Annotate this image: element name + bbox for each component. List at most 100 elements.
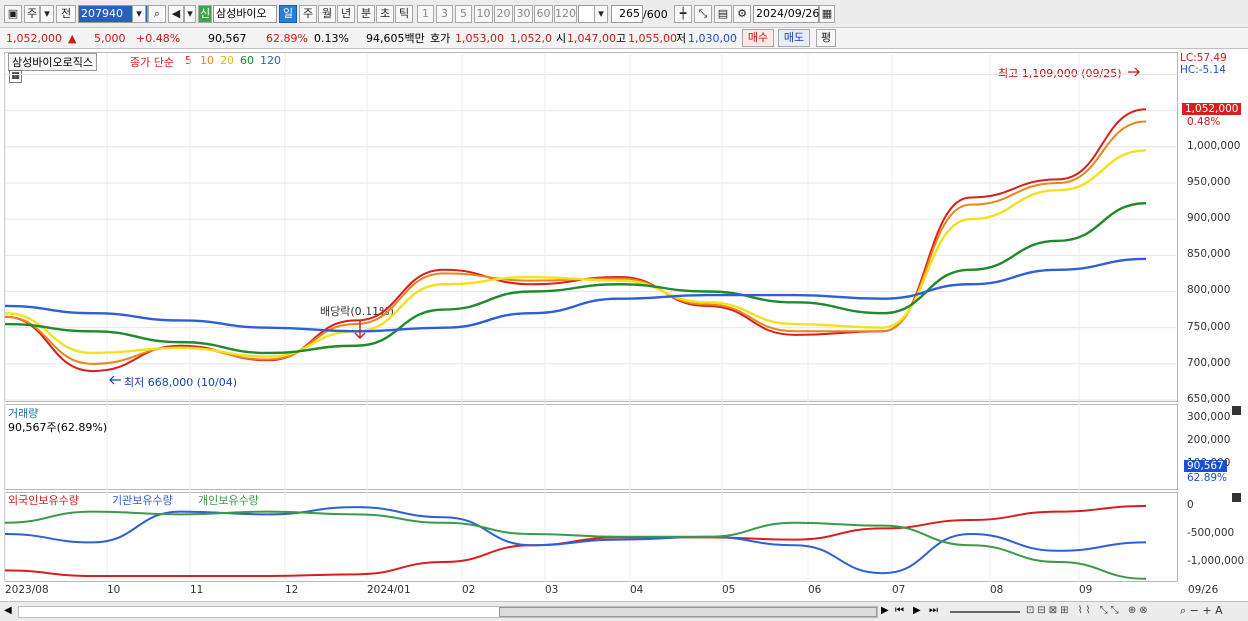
low-annotation: 최저 668,000 (10/04) xyxy=(124,376,238,389)
hoga-label: 호가 xyxy=(430,32,451,45)
institution-holding-legend: 기관보유수량 xyxy=(112,494,173,507)
sell-button[interactable]: 매도 xyxy=(778,29,810,47)
price-tick-label: 900,000 xyxy=(1187,212,1231,225)
high-price: 1,055,00 xyxy=(628,32,677,45)
low-price: 1,030,00 xyxy=(688,32,737,45)
x-tick-label: 10 xyxy=(107,584,121,596)
chevron-down-icon[interactable]: ▾ xyxy=(40,5,54,23)
x-tick-label: 08 xyxy=(990,584,1004,596)
x-tick-label: 11 xyxy=(190,584,204,596)
stock-code-input[interactable]: 207940 xyxy=(78,5,148,23)
up-arrow-icon: ▲ xyxy=(68,32,77,45)
interval-20[interactable]: 20 xyxy=(494,5,513,23)
holding-tick-label: -1,000,000 xyxy=(1187,555,1245,567)
scrollbar-track[interactable] xyxy=(18,606,878,618)
high-annotation: 최고 1,109,000 (09/25) xyxy=(998,67,1122,80)
volume-value: 90,567 xyxy=(208,32,247,45)
x-tick-label: 06 xyxy=(808,584,822,596)
ma-line-120 xyxy=(4,257,1147,333)
tab-monthly[interactable]: 월 xyxy=(318,5,336,23)
first-icon[interactable]: ⏮ xyxy=(895,605,904,616)
chart-type-select[interactable]: 주 xyxy=(24,5,40,23)
price-change-pct: +0.48% xyxy=(136,32,181,45)
candle-icon[interactable]: ┿ xyxy=(674,5,692,23)
grid-table-icon[interactable]: ▦ xyxy=(9,70,22,83)
zoom-slider[interactable] xyxy=(950,611,1020,613)
high-label: 고 xyxy=(616,32,627,45)
interval-5[interactable]: 5 xyxy=(455,5,472,23)
pane-close-icon[interactable] xyxy=(1232,406,1241,415)
drawing-tools-icon[interactable]: ⊡⊟⊠⊞ ⌇⌇ ⤡⤡ ⊕⊗ xyxy=(1026,605,1151,616)
price-tick-label: 850,000 xyxy=(1187,248,1231,261)
volume-last-tag: 90,567 xyxy=(1184,460,1227,472)
ma-legend-60: 60 xyxy=(240,54,254,67)
tab-weekly[interactable]: 주 xyxy=(299,5,317,23)
code-dropdown-icon[interactable]: ▾ xyxy=(132,5,146,23)
new-listing-badge: 신 xyxy=(198,5,212,23)
data-count-total: /600 xyxy=(643,8,668,21)
x-tick-label: 2023/08 xyxy=(5,584,49,596)
speaker-icon[interactable]: ◀ xyxy=(168,5,184,23)
layout-icon[interactable]: ▣ xyxy=(4,5,22,23)
save-icon[interactable]: ▤ xyxy=(714,5,732,23)
x-tick-label: 12 xyxy=(285,584,299,596)
ma-line-20 xyxy=(4,149,1147,358)
volume-pane[interactable] xyxy=(4,404,1178,490)
turnover-ratio: 0.13% xyxy=(314,32,349,45)
interval-30[interactable]: 30 xyxy=(514,5,533,23)
interval-120[interactable]: 120 xyxy=(554,5,577,23)
holding-tick-label: 0 xyxy=(1187,499,1194,511)
tab-yearly[interactable]: 년 xyxy=(337,5,355,23)
prev-button[interactable]: 전 xyxy=(56,5,76,23)
data-count-input[interactable]: 265 xyxy=(611,5,643,23)
interval-10[interactable]: 10 xyxy=(474,5,493,23)
low-arrow-icon xyxy=(109,375,121,385)
date-input[interactable]: 2024/09/26 xyxy=(753,5,819,23)
x-tick-label: 02 xyxy=(462,584,476,596)
x-last-label: 09/26 xyxy=(1188,584,1219,596)
crosshair-icon[interactable]: ⤡ xyxy=(694,5,712,23)
institution-holding-line xyxy=(4,506,1147,575)
tab-minute[interactable]: 분 xyxy=(357,5,375,23)
x-tick-label: 09 xyxy=(1079,584,1093,596)
volume-tick-label: 300,000 xyxy=(1187,411,1231,423)
calendar-icon[interactable]: ▦ xyxy=(819,5,835,23)
volume-last-pct: 62.89% xyxy=(1187,472,1228,484)
last-price-tag: 1,052,000 xyxy=(1182,103,1242,115)
scroll-left-icon[interactable]: ◀ xyxy=(4,605,12,616)
search-icon[interactable]: ⌕ xyxy=(148,5,166,23)
ma-line-5 xyxy=(4,108,1147,373)
play-icon[interactable]: ▶ xyxy=(913,605,921,616)
tab-tick[interactable]: 틱 xyxy=(395,5,413,23)
tab-daily[interactable]: 일 xyxy=(279,5,297,23)
interval-60[interactable]: 60 xyxy=(534,5,553,23)
price-pane-title: 삼성바이오로직스 xyxy=(8,53,97,71)
foreign-holding-legend: 외국인보유수량 xyxy=(8,494,79,507)
chevron-down-icon[interactable]: ▾ xyxy=(594,5,608,23)
tab-second[interactable]: 초 xyxy=(376,5,394,23)
ma-legend-5: 5 xyxy=(185,54,192,67)
pane-close-icon[interactable] xyxy=(1232,493,1241,502)
last-pct-tag: 0.48% xyxy=(1187,116,1221,128)
price-tick-label: 1,000,000 xyxy=(1187,139,1241,152)
x-tick-label: 04 xyxy=(630,584,644,596)
chevron-down-icon[interactable]: ▾ xyxy=(184,5,196,23)
last-icon[interactable]: ⏭ xyxy=(929,605,938,616)
buy-button[interactable]: 매수 xyxy=(742,29,774,47)
ma-legend-20: 20 xyxy=(220,54,234,67)
lc-label: LC:57.49 xyxy=(1180,52,1227,64)
interval-3[interactable]: 3 xyxy=(436,5,453,23)
volume-ratio: 62.89% xyxy=(266,32,308,45)
gear-icon[interactable]: ⚙ xyxy=(733,5,751,23)
price-tick-label: 800,000 xyxy=(1187,284,1231,297)
zoom-icon[interactable]: ⌕ − + A xyxy=(1180,604,1223,617)
interval-1[interactable]: 1 xyxy=(417,5,434,23)
bottom-toolbar: ◀ ▶ ⏮ ▶ ⏭ ⊡⊟⊠⊞ ⌇⌇ ⤡⤡ ⊕⊗ ⌕ − + A xyxy=(0,601,1248,621)
price-tick-label: 950,000 xyxy=(1187,175,1231,188)
eval-button[interactable]: 평 xyxy=(816,29,836,47)
scrollbar-thumb[interactable] xyxy=(499,607,877,617)
x-tick-label: 03 xyxy=(545,584,559,596)
low-label: 저 xyxy=(676,32,687,45)
scroll-right-icon[interactable]: ▶ xyxy=(881,605,889,616)
